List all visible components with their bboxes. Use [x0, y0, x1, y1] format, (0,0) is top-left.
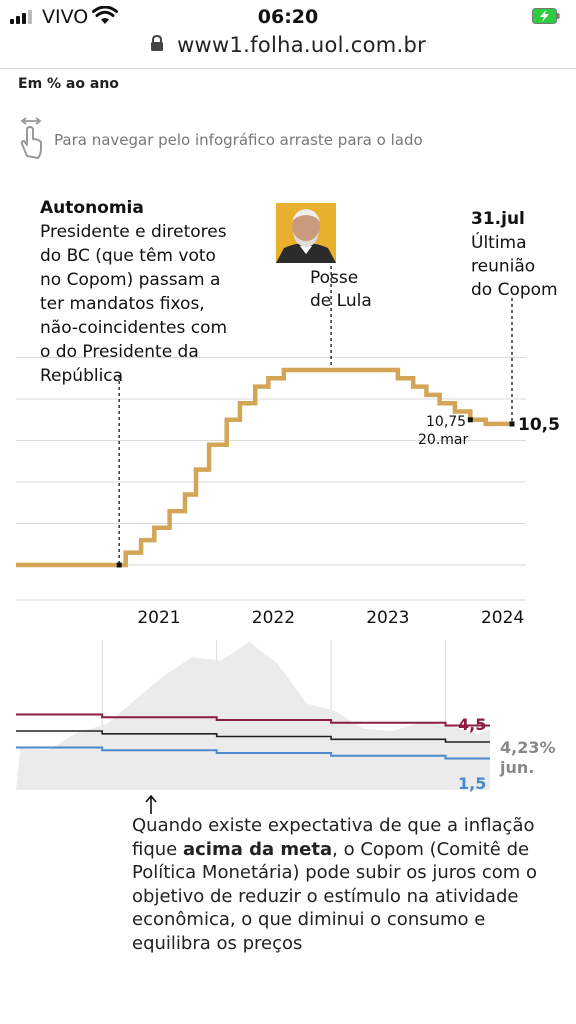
last-meeting-text: Última reunião do Copom — [471, 231, 558, 300]
annotations.autonomia_lines-line: no Copom) passam a — [40, 270, 220, 290]
annotations.autonomia_lines-line: do BC (que têm voto — [40, 246, 216, 266]
last-value-label: 10,5 — [518, 415, 560, 435]
march-date-label: 20.mar — [418, 432, 468, 448]
x-tick-label: 2023 — [366, 608, 409, 628]
lower-target-line — [16, 746, 490, 760]
current-inflation-date: jun. — [499, 758, 534, 777]
autonomia-marker — [116, 562, 122, 568]
x-axis-ticks: 2021 2022 2023 2024 — [137, 608, 524, 628]
annotations.autonomia_lines-line: ter mandatos fixos, — [40, 294, 205, 314]
annotations.posse_lines-line: de Lula — [310, 291, 372, 311]
note-bold: acima da meta — [182, 838, 333, 860]
autonomia-text: Presidente e diretores do BC (que têm vot… — [40, 222, 227, 386]
x-tick-label: 2024 — [481, 608, 524, 628]
explanation-note: Quando existe expectativa de que a infla… — [132, 814, 552, 955]
current-inflation-label: 4,23% — [500, 738, 556, 757]
annotations.autonomia_lines-line: República — [40, 366, 123, 386]
posse-text: Posse de Lula — [310, 268, 372, 311]
battery-charging-icon — [532, 8, 560, 24]
navigation-hint: Para navegar pelo infográfico arraste pa… — [54, 131, 423, 149]
annotations.autonomia_lines-line: Presidente e diretores — [40, 222, 227, 242]
annotations.julho_lines-line: Última — [471, 231, 527, 253]
annotation-markers — [116, 417, 515, 568]
unit-label: Em % ao ano — [18, 76, 119, 92]
carrier-name: VIVO — [42, 6, 89, 28]
divider — [0, 68, 576, 69]
inflation-area — [16, 641, 490, 790]
note-text-1: Quando existe expectativa de que a infla… — [132, 815, 535, 860]
selic-series-line — [16, 367, 512, 568]
last-meeting-date: 31.jul — [471, 209, 525, 229]
annotations.julho_lines-line: reunião — [471, 257, 535, 277]
address-bar[interactable]: www1.folha.uol.com.br — [0, 30, 576, 66]
lula-photo-ref: lula-portrait — [306, 240, 313, 243]
march-marker — [467, 417, 473, 423]
up-arrow-icon — [145, 794, 157, 814]
clock: 06:20 — [257, 6, 319, 28]
status-bar: VIVO 06:20 — [0, 0, 576, 34]
lock-icon — [150, 35, 163, 51]
selic-chart[interactable]: lula-portrait Autonomia Presidente e dir… — [0, 190, 576, 800]
annotations.autonomia_lines-line: o do Presidente da — [40, 342, 199, 362]
upper-target-label: 4,5 — [458, 715, 486, 734]
lower-target-label: 1,5 — [458, 774, 486, 793]
url-text: www1.folha.uol.com.br — [177, 33, 427, 57]
march-value-label: 10,75 — [426, 414, 466, 430]
note-text-2: , o Copom (Comitê de Política Monetária)… — [132, 838, 538, 954]
last-value-marker — [509, 421, 515, 427]
annotations.posse_lines-line: Posse — [310, 268, 358, 288]
wifi-icon — [92, 6, 118, 24]
signal-icon — [10, 10, 38, 24]
autonomia-title: Autonomia — [40, 198, 144, 218]
annotations.autonomia_lines-line: não-coincidentes com — [40, 318, 227, 338]
upper-target-line — [16, 713, 490, 727]
x-tick-label: 2022 — [252, 608, 295, 628]
x-tick-label: 2021 — [137, 608, 180, 628]
center-target-line — [16, 730, 490, 743]
annotations.julho_lines-line: do Copom — [471, 280, 558, 300]
lula-photo: lula-portrait — [276, 203, 336, 263]
swipe-hand-icon — [20, 117, 42, 159]
